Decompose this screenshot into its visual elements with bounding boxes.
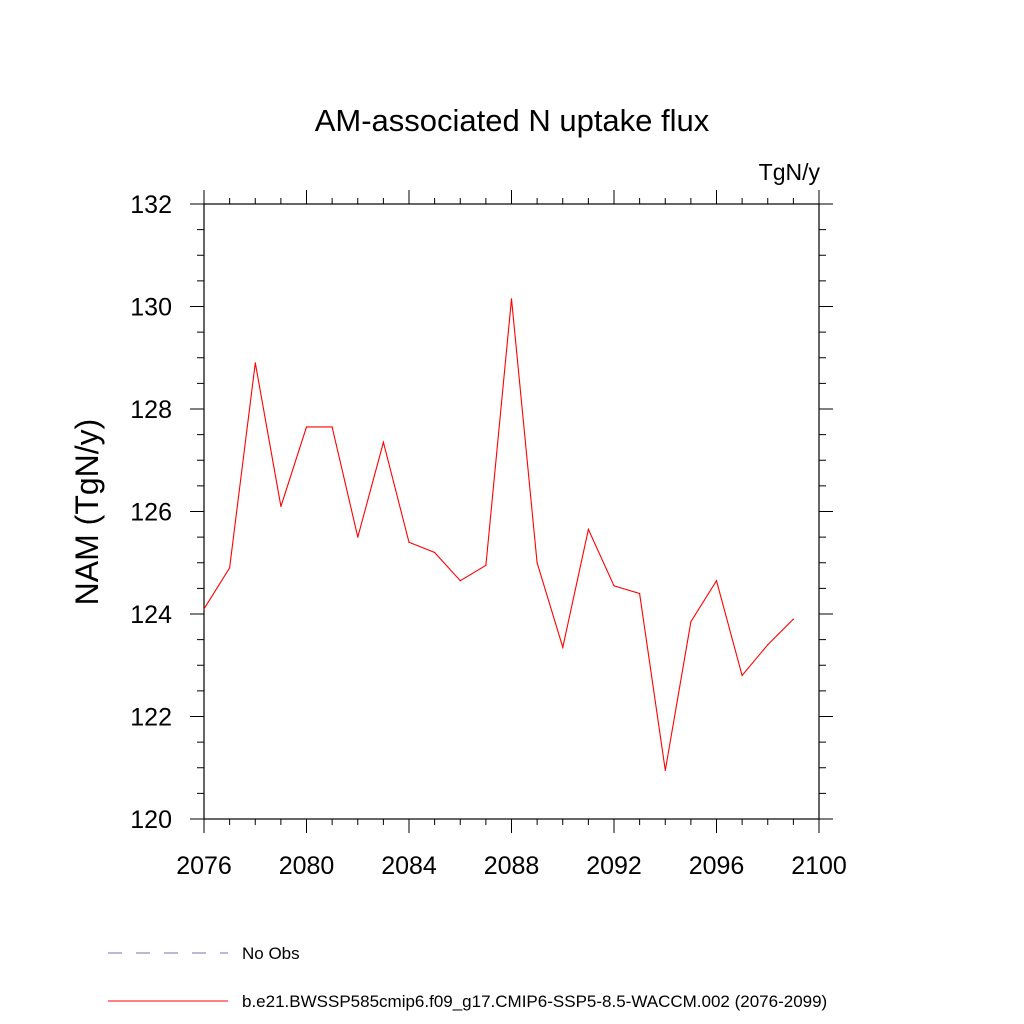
- legend-label-model: b.e21.BWSSP585cmip6.f09_g17.CMIP6-SSP5-8…: [242, 992, 827, 1011]
- x-tick-label: 2080: [279, 852, 335, 880]
- x-axis: 2076 2080 2084 2088 2092 2096 2100: [176, 190, 847, 880]
- series-point: [254, 362, 256, 364]
- series-point: [587, 528, 589, 531]
- series-point: [459, 580, 461, 582]
- x-tick-label: 2088: [484, 852, 540, 880]
- y-tick-label: 120: [130, 806, 172, 834]
- series-point: [715, 580, 718, 582]
- series-point: [767, 644, 769, 646]
- y-axis: 120 122 124 126 128 130 132: [130, 191, 833, 834]
- y-tick-label: 132: [130, 191, 172, 219]
- x-tick-label: 2096: [689, 852, 745, 880]
- series-point: [331, 426, 333, 428]
- series-point: [613, 585, 615, 587]
- series-layer: [203, 298, 794, 771]
- series-point: [510, 298, 513, 300]
- y-tick-label: 130: [130, 294, 172, 322]
- x-tick-label: 2100: [791, 852, 847, 880]
- series-point: [690, 621, 692, 623]
- series-point: [305, 426, 308, 428]
- series-point: [203, 608, 205, 610]
- legend: No Obs b.e21.BWSSP585cmip6.f09_g17.CMIP6…: [108, 944, 827, 1011]
- plot-frame: [203, 203, 820, 820]
- y-tick-label: 128: [130, 396, 172, 424]
- x-tick-label: 2084: [381, 852, 437, 880]
- series-point: [382, 441, 384, 443]
- y-axis-label: NAM (TgN/y): [69, 419, 105, 606]
- y-tick-label: 122: [130, 704, 172, 732]
- series-point: [434, 551, 436, 554]
- series-line: [203, 298, 794, 771]
- series-point: [536, 562, 538, 564]
- legend-label-no-obs: No Obs: [242, 944, 300, 963]
- units-label: TgN/y: [759, 159, 821, 185]
- series-point: [357, 536, 359, 538]
- x-tick-label: 2092: [586, 852, 642, 880]
- series-point: [280, 505, 282, 507]
- series-point: [639, 592, 641, 595]
- y-tick-label: 126: [130, 499, 172, 527]
- series-point: [792, 618, 794, 620]
- series-point: [741, 674, 743, 677]
- series-point: [664, 769, 666, 771]
- series-point: [408, 541, 410, 543]
- chart-title: AM-associated N uptake flux: [315, 103, 710, 138]
- series-point: [562, 646, 564, 648]
- y-tick-label: 124: [130, 601, 172, 629]
- series-point: [485, 564, 487, 566]
- x-tick-label: 2076: [176, 852, 232, 880]
- series-point: [229, 567, 231, 569]
